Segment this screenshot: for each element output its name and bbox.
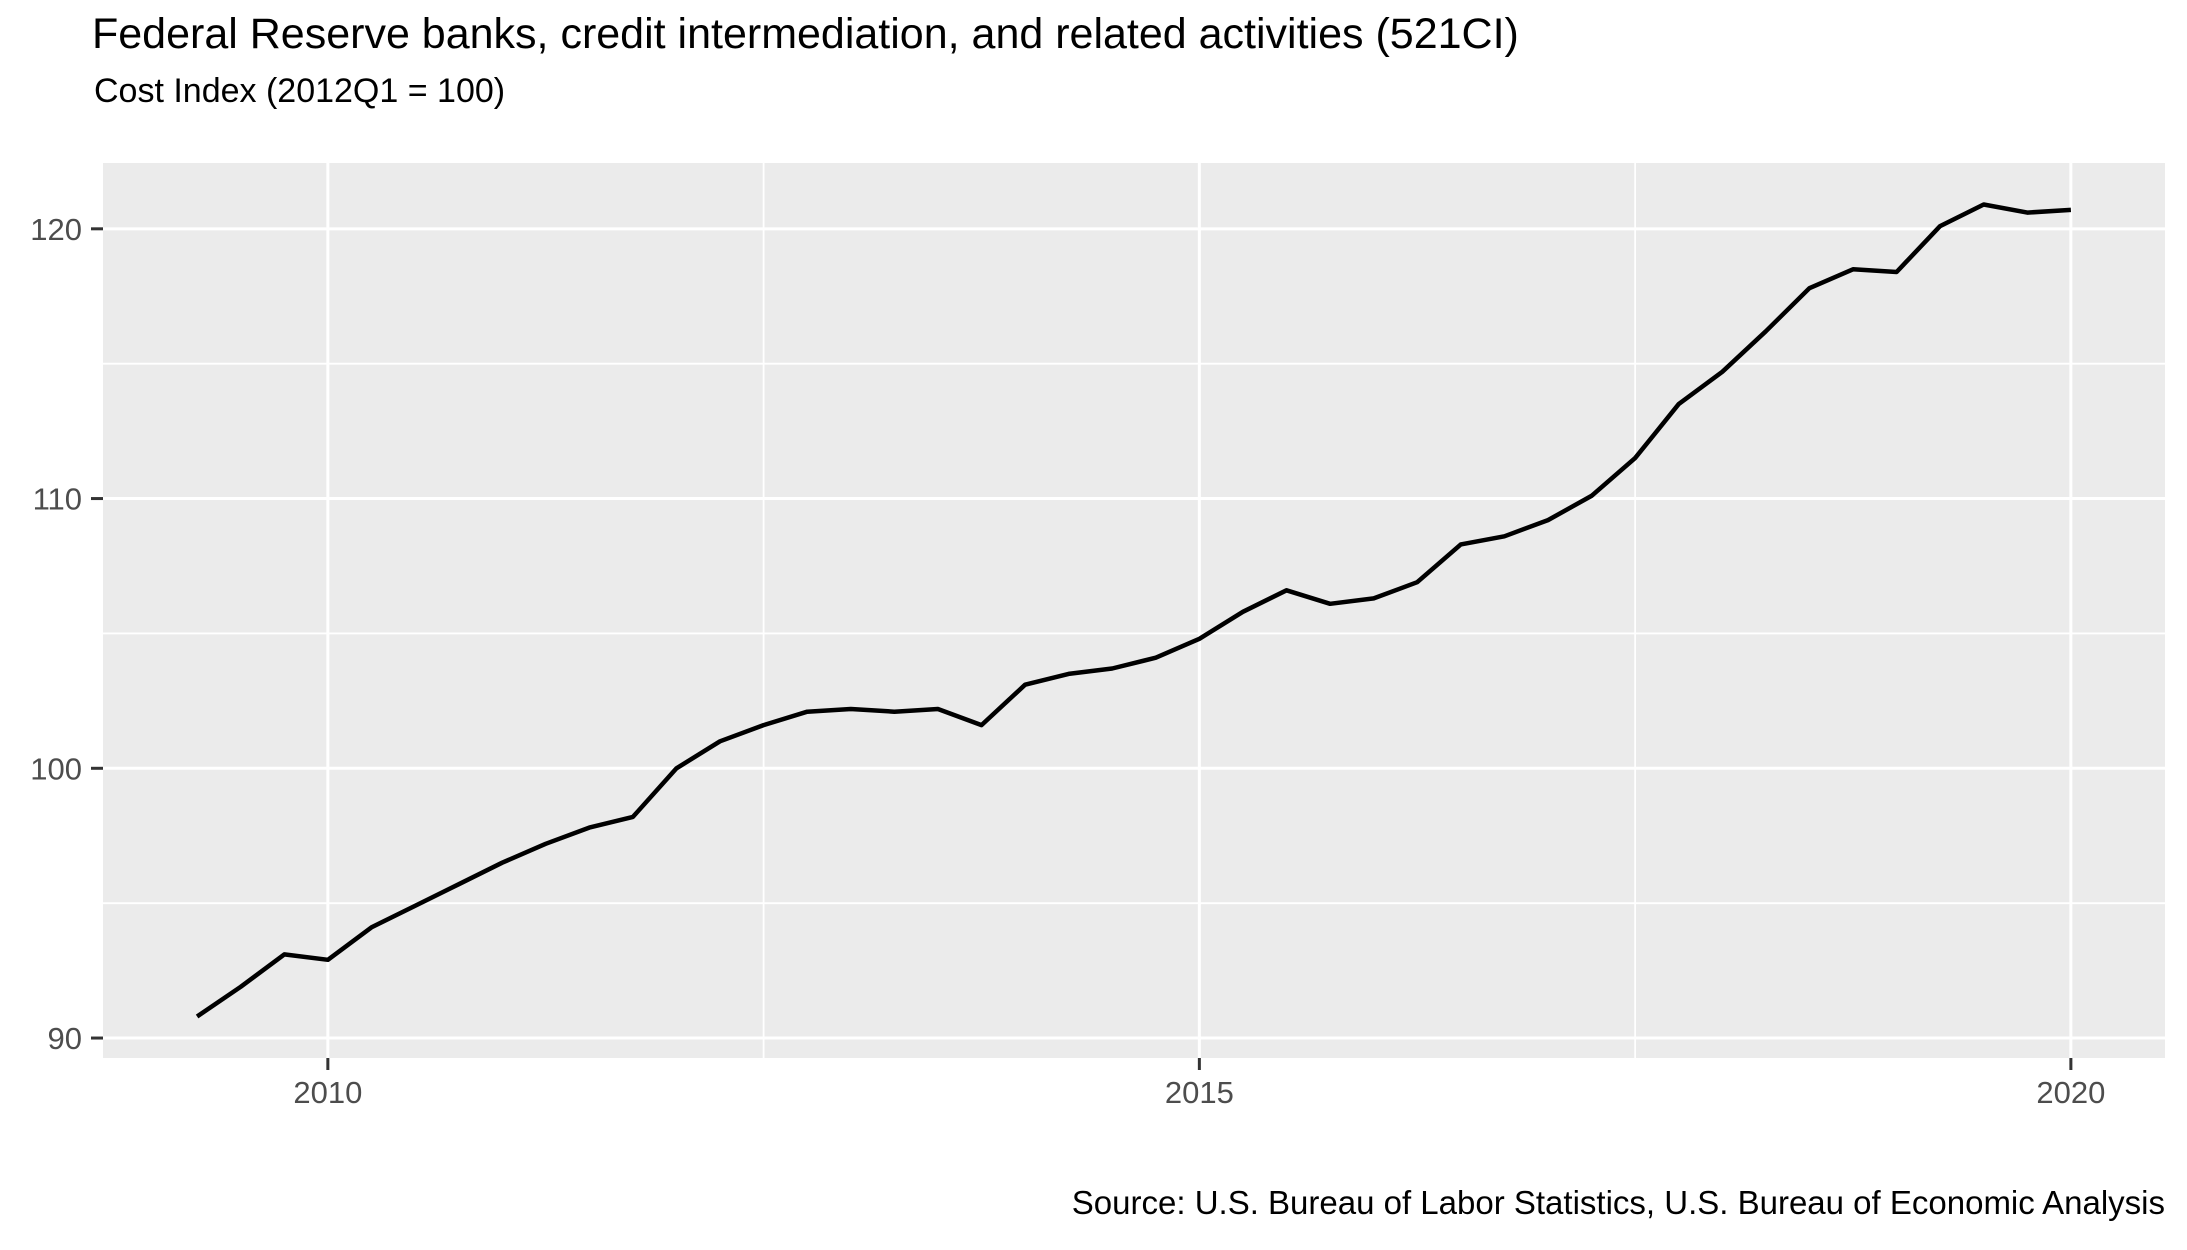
panel-background xyxy=(103,163,2165,1058)
x-tick-label: 2020 xyxy=(2036,1075,2105,1110)
y-tick-label: 100 xyxy=(30,751,82,786)
y-tick-label: 120 xyxy=(30,212,82,247)
x-tick-label: 2010 xyxy=(293,1075,362,1110)
source-caption: Source: U.S. Bureau of Labor Statistics,… xyxy=(1071,1184,2165,1221)
data-line xyxy=(195,202,2072,1019)
chart-title: Federal Reserve banks, credit intermedia… xyxy=(92,10,1519,58)
x-tick-label: 2015 xyxy=(1165,1075,1234,1110)
chart-subtitle: Cost Index (2012Q1 = 100) xyxy=(94,72,506,110)
y-tick-label: 110 xyxy=(33,482,82,517)
y-tick-label: 90 xyxy=(48,1021,82,1056)
